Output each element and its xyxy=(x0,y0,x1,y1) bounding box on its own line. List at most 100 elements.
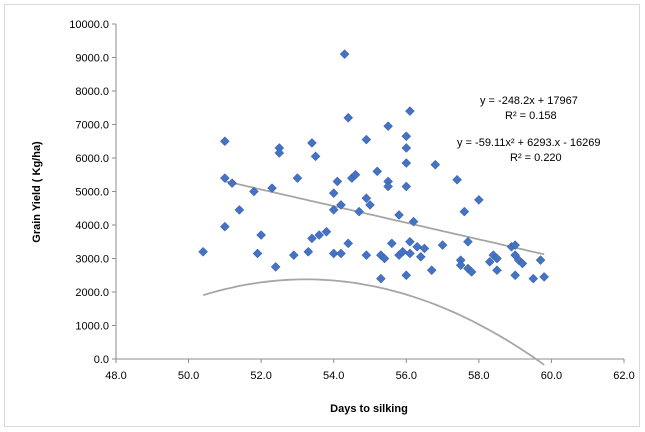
y-tick-label: 9000.0 xyxy=(75,53,109,65)
data-point xyxy=(376,273,386,284)
data-point xyxy=(314,230,325,240)
x-tick-label: 58.0 xyxy=(468,370,489,382)
data-point xyxy=(484,256,495,267)
data-point xyxy=(401,143,412,153)
data-point xyxy=(383,121,393,132)
data-points xyxy=(198,49,550,284)
y-axis-title: Grain Yield ( Kg/ha) xyxy=(31,141,43,243)
data-point xyxy=(459,206,470,217)
data-point xyxy=(383,181,393,192)
x-tick-label: 56.0 xyxy=(396,370,417,382)
data-point xyxy=(437,240,448,250)
data-point xyxy=(401,181,412,192)
trendlines xyxy=(202,180,545,366)
data-point xyxy=(426,265,437,276)
data-point xyxy=(397,246,408,257)
x-tick-label: 50.0 xyxy=(178,370,199,382)
data-point xyxy=(492,253,502,264)
data-point xyxy=(492,265,502,276)
y-tick-label: 6000.0 xyxy=(75,153,109,165)
data-point xyxy=(401,270,412,281)
data-point xyxy=(405,106,415,116)
data-point xyxy=(310,151,321,162)
data-point xyxy=(292,173,303,183)
data-point xyxy=(361,250,372,261)
data-point xyxy=(343,112,354,123)
x-axis-ticks: 48.0 50.0 52.0 54.0 56.0 58.0 60.0 62.0 xyxy=(105,359,635,382)
x-tick-label: 62.0 xyxy=(613,370,634,382)
data-point xyxy=(354,206,364,217)
data-point xyxy=(361,134,372,145)
data-point xyxy=(412,241,423,252)
data-point xyxy=(401,158,412,168)
data-point xyxy=(510,270,520,281)
data-point xyxy=(220,136,230,147)
y-axis-ticks: 0.0 1000.0 2000.0 3000.0 4000.0 5000.0 6000.0 7… xyxy=(69,19,116,366)
data-point xyxy=(379,253,390,264)
x-tick-label: 52.0 xyxy=(250,370,271,382)
data-point xyxy=(220,221,230,232)
polynomial-r2-label: R² = 0.220 xyxy=(510,152,562,164)
data-point xyxy=(415,251,426,262)
data-point xyxy=(401,131,412,142)
data-point xyxy=(419,243,430,254)
polynomial-trendline xyxy=(202,278,545,366)
data-point xyxy=(510,240,520,250)
data-point xyxy=(288,250,299,261)
polynomial-equation-label: y = -59.11x² + 6293.x - 16269 xyxy=(457,137,601,149)
x-tick-label: 54.0 xyxy=(323,370,344,382)
data-point xyxy=(328,188,339,199)
y-tick-label: 10000.0 xyxy=(69,19,109,31)
data-point xyxy=(474,195,484,205)
chart-frame xyxy=(4,4,640,427)
data-point xyxy=(372,166,383,177)
data-point xyxy=(455,260,466,271)
y-tick-label: 8000.0 xyxy=(75,86,109,98)
data-point xyxy=(336,248,346,259)
x-tick-label: 48.0 xyxy=(105,370,126,382)
data-point xyxy=(386,238,397,249)
data-point xyxy=(408,216,419,227)
data-point xyxy=(528,273,539,284)
data-point xyxy=(336,200,346,210)
data-point xyxy=(227,178,237,188)
data-point xyxy=(466,267,477,277)
linear-r2-label: R² = 0.158 xyxy=(505,110,557,122)
data-point xyxy=(252,248,263,259)
x-axis-title: Days to silking xyxy=(330,403,408,415)
data-point xyxy=(303,246,314,257)
data-point xyxy=(249,186,259,197)
data-point xyxy=(394,210,404,220)
data-point xyxy=(198,246,208,257)
data-point xyxy=(321,226,332,237)
y-tick-label: 3000.0 xyxy=(75,254,109,266)
data-point xyxy=(343,238,354,249)
y-tick-label: 5000.0 xyxy=(75,187,109,199)
data-point xyxy=(405,236,415,247)
data-point xyxy=(535,255,546,266)
data-point xyxy=(220,173,230,183)
data-point xyxy=(463,236,473,247)
data-point xyxy=(328,205,339,215)
data-point xyxy=(350,169,361,180)
x-tick-label: 60.0 xyxy=(541,370,562,382)
y-tick-label: 7000.0 xyxy=(75,120,109,132)
y-tick-label: 2000.0 xyxy=(75,287,109,299)
data-point xyxy=(361,193,372,204)
data-point xyxy=(307,138,317,148)
data-point xyxy=(274,148,285,158)
y-tick-label: 0.0 xyxy=(94,354,109,366)
data-point xyxy=(270,262,281,272)
data-point xyxy=(256,230,266,240)
data-point xyxy=(339,49,350,60)
data-point xyxy=(267,183,277,194)
data-point xyxy=(365,200,375,210)
data-point xyxy=(307,233,317,244)
data-point xyxy=(332,176,343,187)
linear-equation-label: y = -248.2x + 17967 xyxy=(480,95,578,107)
data-point xyxy=(430,159,441,170)
linear-trendline xyxy=(224,180,545,256)
data-point xyxy=(452,174,462,185)
y-tick-label: 4000.0 xyxy=(75,220,109,232)
